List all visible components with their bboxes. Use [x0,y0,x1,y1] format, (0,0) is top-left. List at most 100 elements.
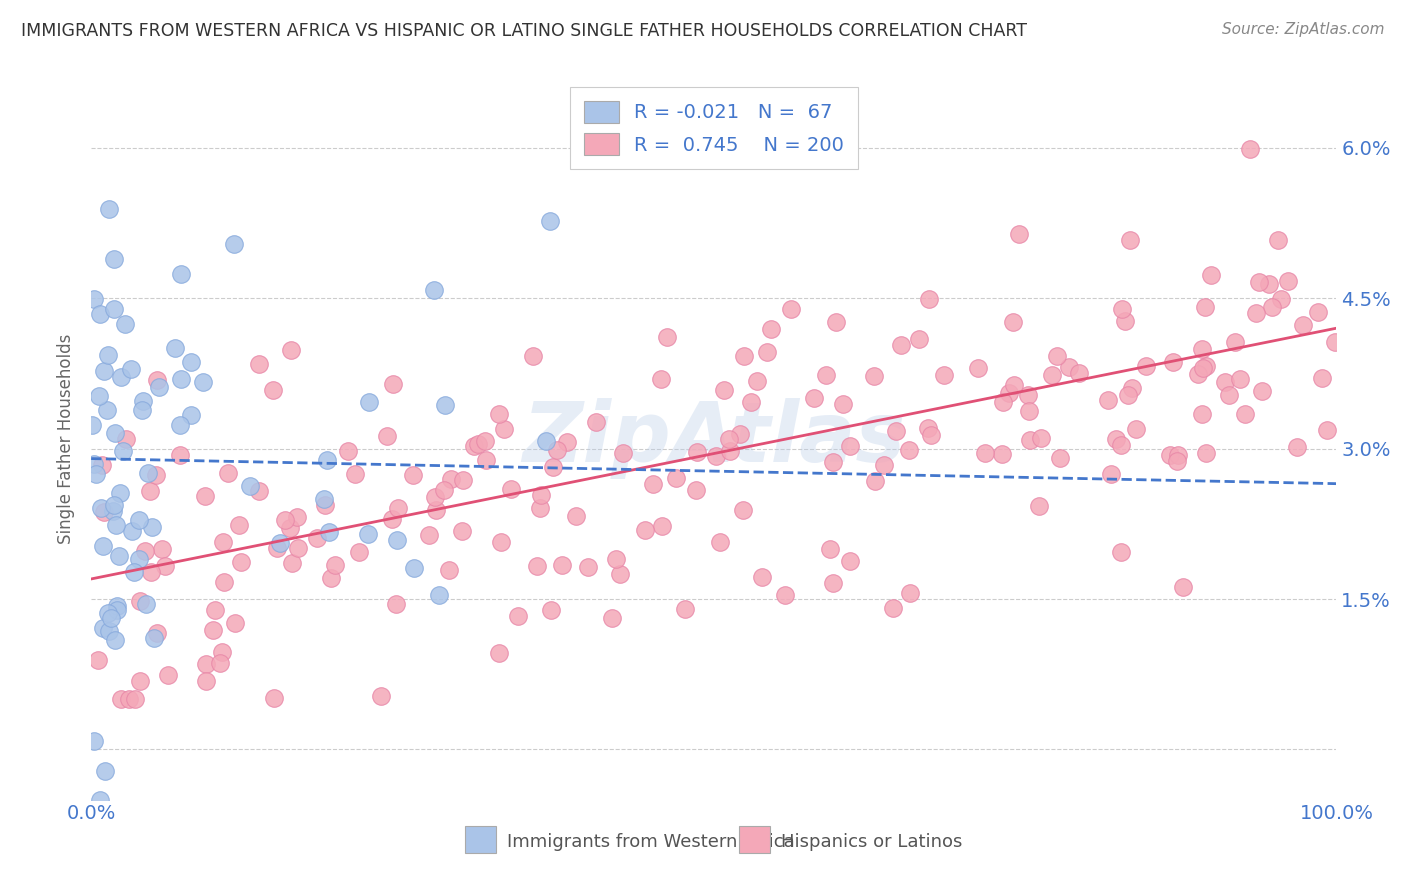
Point [105,603,128,617]
Point [499,483,522,497]
Point [1105,432,1128,446]
Point [1121,381,1143,395]
Point [1306,305,1329,319]
Point [1267,233,1289,247]
Text: Immigrants from Western Africa: Immigrants from Western Africa [508,832,794,851]
Point [733,503,755,517]
Point [103,252,125,267]
Point [269,536,291,550]
Point [404,561,426,575]
Point [1002,315,1025,329]
Point [546,442,568,457]
Point [1191,407,1213,421]
Point [83,734,105,748]
Point [247,484,270,499]
Point [262,383,284,397]
Point [97,202,120,216]
Point [111,444,134,458]
Point [97,606,120,620]
Point [385,597,408,611]
Point [973,446,995,460]
Point [316,452,339,467]
Point [128,674,150,689]
Point [115,432,138,446]
Point [1251,384,1274,398]
Point [1244,306,1267,320]
Point [170,372,193,386]
Point [685,483,707,497]
Point [131,403,153,417]
Point [557,435,579,450]
Point [779,302,801,317]
Point [488,407,510,421]
Point [1135,359,1157,373]
Point [139,565,162,579]
Point [385,533,408,547]
Point [1019,434,1042,448]
Point [96,402,118,417]
Point [1167,448,1189,462]
Point [1067,366,1090,380]
Point [565,508,588,523]
Point [1239,142,1261,156]
Point [120,361,142,376]
Point [839,439,862,453]
Legend: R = -0.021   N =  67, R =  0.745    N = 200: R = -0.021 N = 67, R = 0.745 N = 200 [569,87,858,169]
Point [1195,445,1218,459]
Point [170,267,193,281]
Point [103,301,125,316]
Point [1007,227,1029,242]
Point [1119,233,1142,247]
Point [97,348,120,362]
Point [917,292,939,306]
Point [370,689,392,703]
Point [534,434,557,448]
Point [285,509,308,524]
Point [110,692,132,706]
Point [90,500,112,515]
Point [526,559,548,574]
Point [634,523,657,537]
Point [145,468,167,483]
Point [194,657,217,671]
Point [201,623,224,637]
Point [104,633,127,648]
Point [100,611,122,625]
Point [831,397,853,411]
Point [1111,301,1133,316]
Point [489,535,512,549]
Point [1018,403,1040,417]
Point [91,539,114,553]
Point [143,632,166,646]
Point [522,349,544,363]
Point [863,368,886,383]
Text: IMMIGRANTS FROM WESTERN AFRICA VS HISPANIC OR LATINO SINGLE FATHER HOUSEHOLDS CO: IMMIGRANTS FROM WESTERN AFRICA VS HISPAN… [21,22,1028,40]
Point [733,350,755,364]
Point [1046,349,1069,363]
Point [134,543,156,558]
Point [91,458,114,472]
Point [1171,580,1194,594]
Point [387,500,409,515]
Point [105,599,128,614]
Point [91,621,114,635]
Point [104,425,127,440]
Point [873,458,896,472]
Point [605,552,627,566]
Point [718,433,741,447]
Point [463,440,485,454]
Point [124,692,146,706]
Point [966,361,988,376]
Point [713,383,735,397]
Point [146,626,169,640]
Point [755,344,778,359]
Point [440,472,463,486]
Point [815,368,838,382]
Point [87,389,110,403]
Point [1258,277,1281,291]
Point [773,588,796,602]
Point [108,485,131,500]
Point [1097,393,1119,408]
Point [191,375,214,389]
Point [357,394,380,409]
